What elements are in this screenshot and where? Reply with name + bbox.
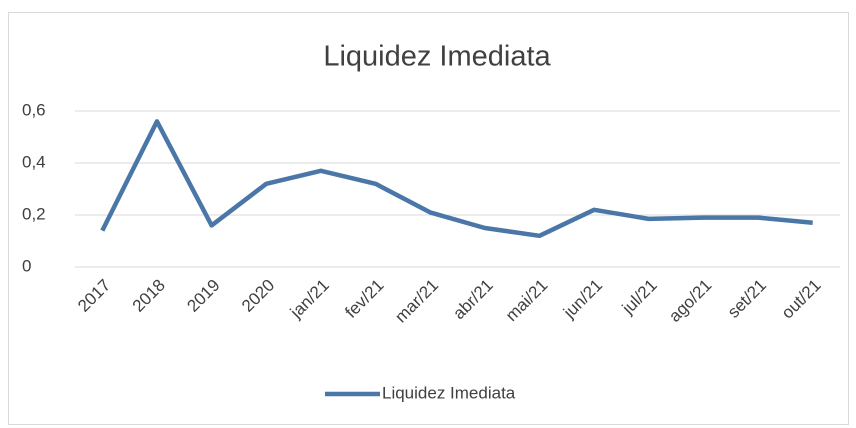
y-tick-label: 0,2	[22, 204, 46, 223]
legend-label: Liquidez Imediata	[382, 383, 516, 402]
y-tick-label: 0,6	[22, 100, 46, 119]
y-tick-label: 0,4	[22, 152, 46, 171]
chart-title: Liquidez Imediata	[323, 41, 551, 73]
series-line	[100, 119, 813, 239]
y-tick-label: 0	[22, 256, 31, 275]
